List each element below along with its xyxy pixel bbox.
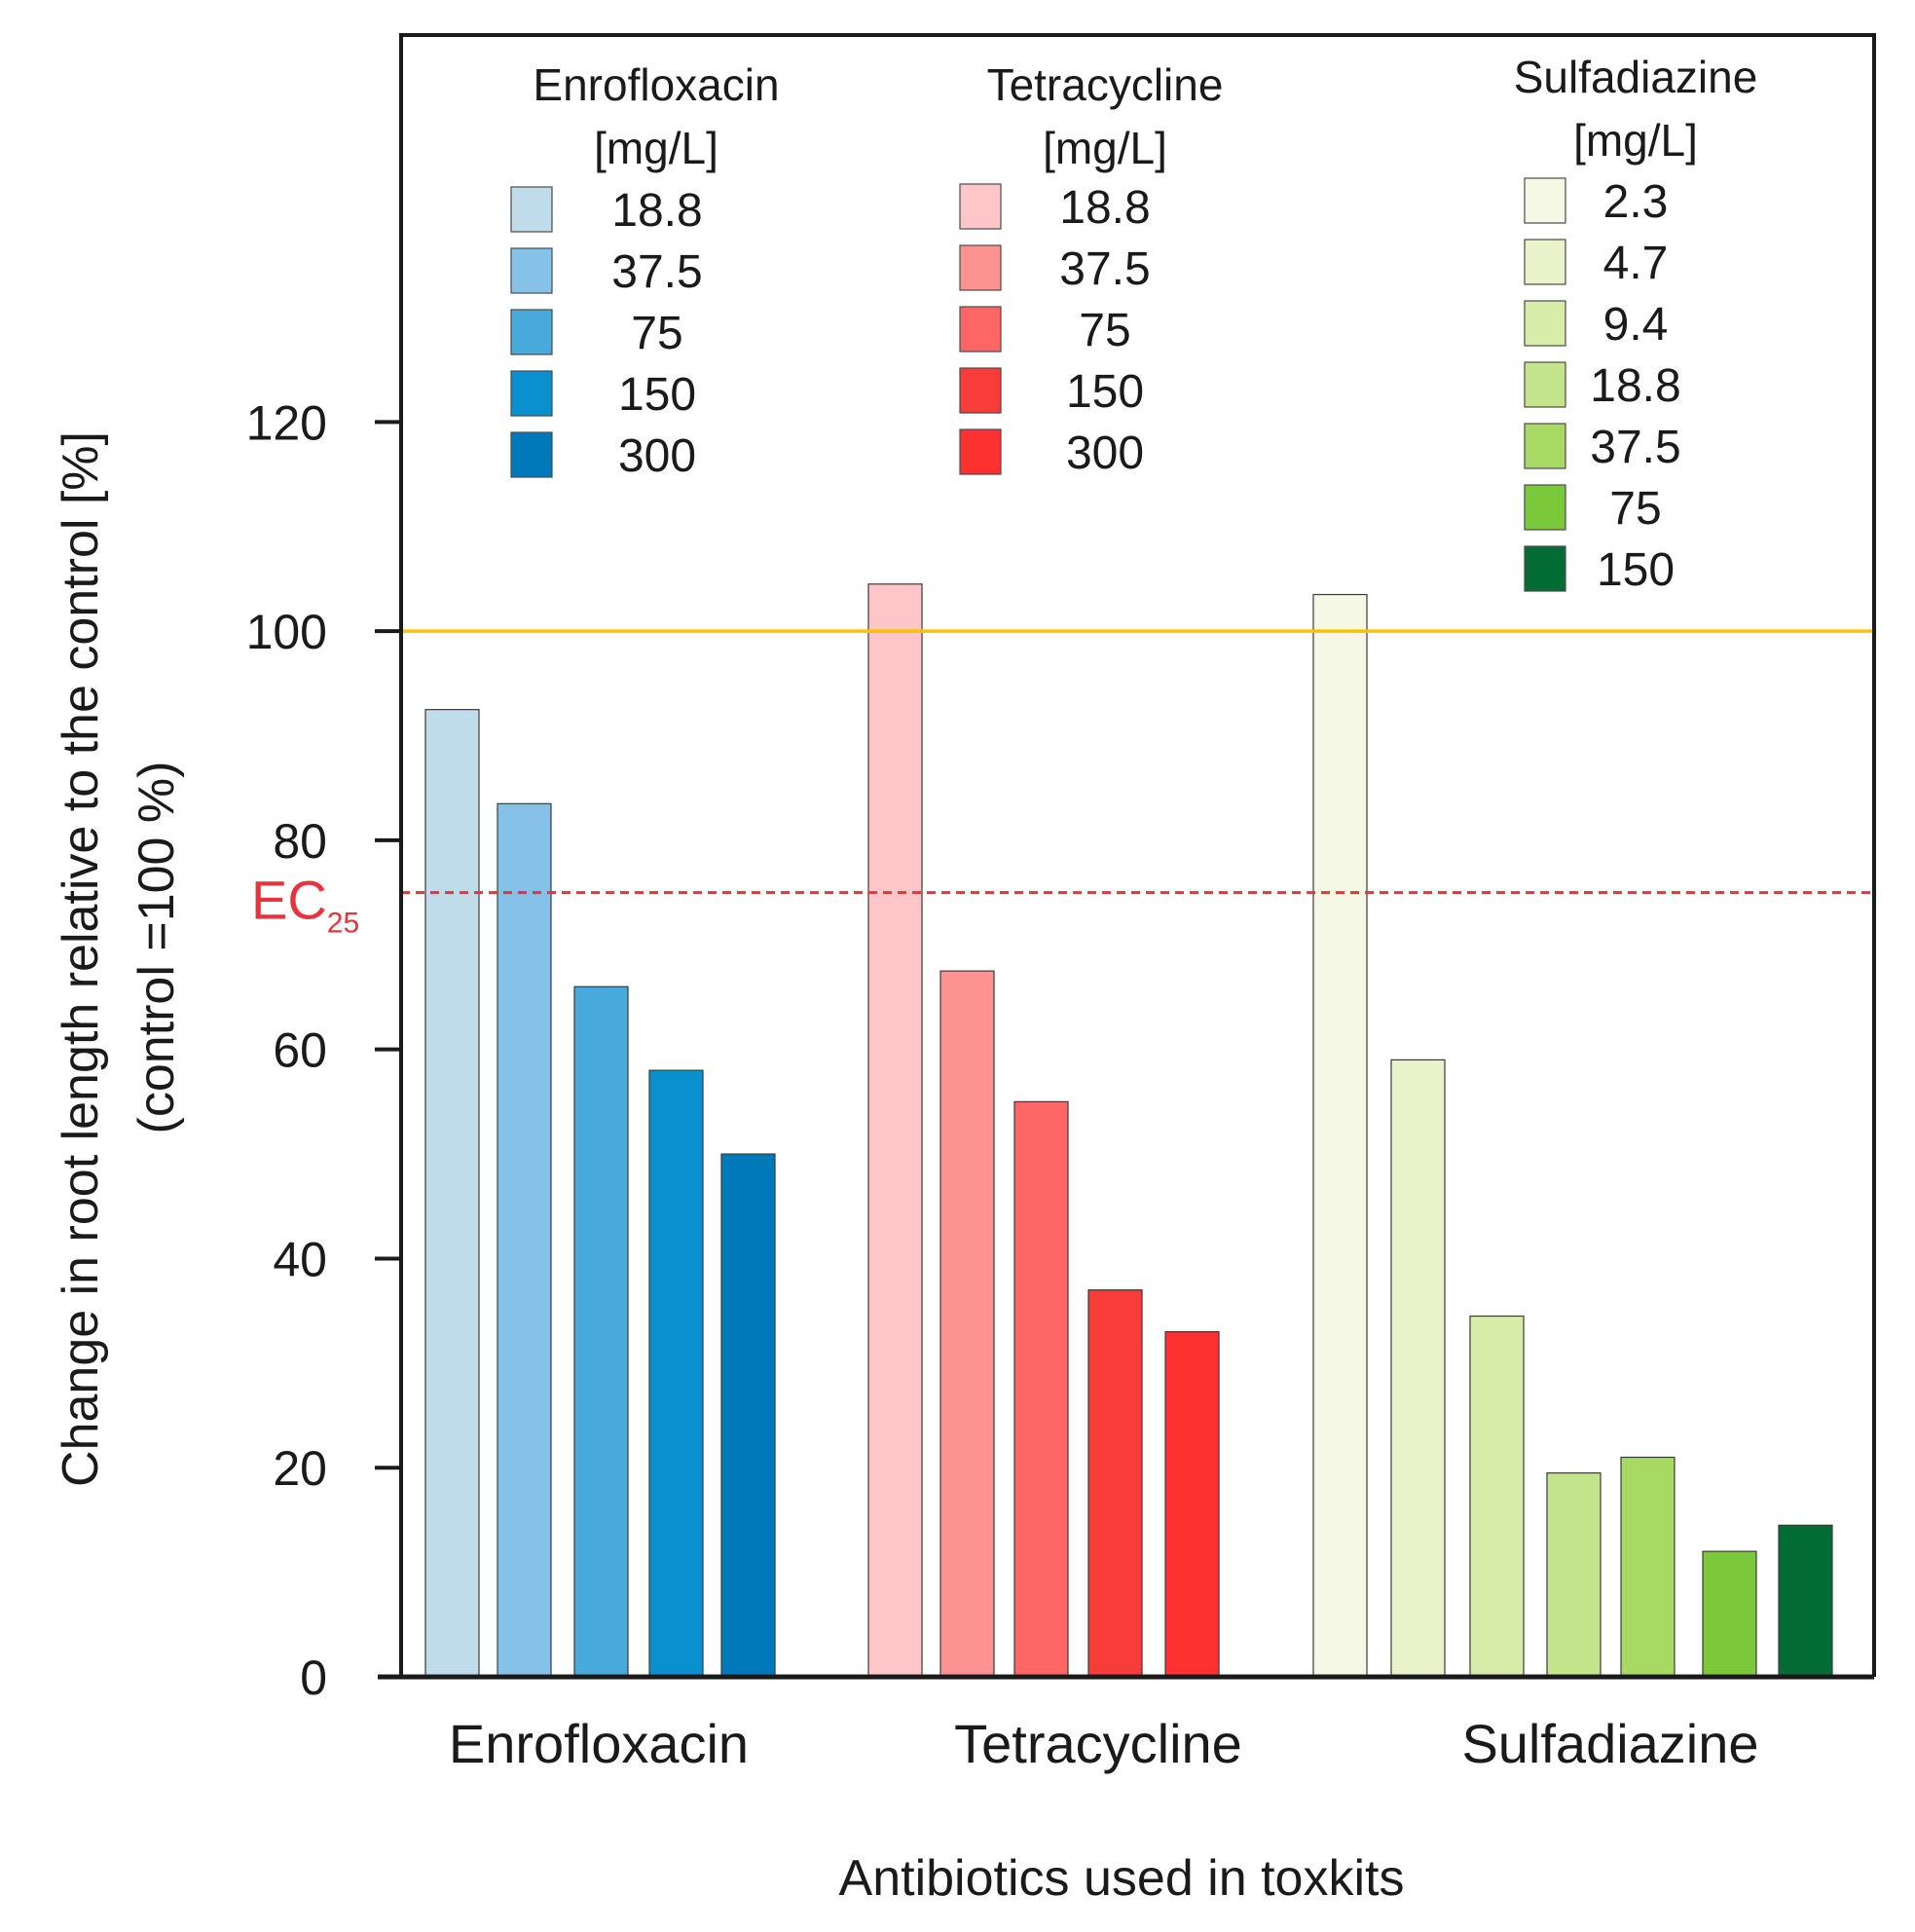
bar-enrofloxacin-75 xyxy=(573,985,629,1678)
bar-enrofloxacin-300 xyxy=(720,1153,776,1678)
ec25-label: EC25 xyxy=(251,870,359,940)
bar-sulfadiazine-150 xyxy=(1778,1524,1833,1678)
bar-sulfadiazine-9.4 xyxy=(1469,1315,1525,1678)
legend-swatch xyxy=(959,306,1002,353)
legend-value: 75 xyxy=(1079,305,1130,356)
legend-value: 9.4 xyxy=(1603,299,1669,351)
legend-swatch xyxy=(510,309,553,355)
legend-value: 75 xyxy=(631,308,682,359)
axis-text: EC25 Change in root length relative to t… xyxy=(53,431,1404,1907)
legend-swatch xyxy=(1524,300,1566,347)
bar-sulfadiazine-75 xyxy=(1702,1550,1757,1678)
legend-value: 150 xyxy=(618,369,696,421)
bar-sulfadiazine-18.8 xyxy=(1546,1471,1602,1678)
bar-sulfadiazine-4.7 xyxy=(1390,1059,1446,1678)
reference-lines xyxy=(401,629,1874,895)
category-label: Tetracycline xyxy=(954,1713,1242,1774)
bars xyxy=(424,583,1833,1678)
bar-sulfadiazine-37.5 xyxy=(1620,1456,1676,1678)
y-tick-label: 20 xyxy=(273,1441,327,1496)
legend-swatch xyxy=(510,370,553,417)
legend-value: 4.7 xyxy=(1603,238,1669,289)
legend-value: 18.8 xyxy=(1590,360,1680,412)
legend: Enrofloxacin [mg/L] 18.8 37.5 75 150 300 Tetrac… xyxy=(510,52,1758,596)
category-label: Sulfadiazine xyxy=(1461,1713,1758,1774)
legend-unit: [mg/L] xyxy=(1043,123,1167,173)
legend-title: Sulfadiazine xyxy=(1514,52,1758,102)
legend-value: 150 xyxy=(1066,366,1144,418)
legend-title: Tetracycline xyxy=(987,59,1224,110)
legend-swatch xyxy=(1524,177,1566,224)
y-axis-subtitle: (control =100 %) xyxy=(129,762,185,1134)
bar-tetracycline-37.5 xyxy=(939,970,995,1678)
bar-enrofloxacin-37.5 xyxy=(497,802,552,1678)
y-tick-label: 0 xyxy=(300,1651,327,1705)
legend-value: 18.8 xyxy=(611,185,702,237)
legend-swatch xyxy=(959,244,1002,291)
bar-enrofloxacin-18.8 xyxy=(424,709,480,1678)
legend-value: 150 xyxy=(1597,544,1675,596)
legend-swatch xyxy=(510,186,553,233)
x-axis-title: Antibiotics used in toxkits xyxy=(839,1850,1405,1907)
y-tick-label: 120 xyxy=(246,395,327,450)
legend-value: 37.5 xyxy=(611,246,702,298)
legend-value: 37.5 xyxy=(1590,422,1680,473)
legend-value: 300 xyxy=(618,430,696,482)
legend-swatch xyxy=(1524,239,1566,285)
bar-tetracycline-75 xyxy=(1013,1100,1069,1678)
y-tick-label: 100 xyxy=(246,605,327,659)
legend-value: 18.8 xyxy=(1059,182,1150,234)
bar-sulfadiazine-2.3 xyxy=(1312,593,1368,1678)
legend-value: 75 xyxy=(1609,483,1661,535)
legend-swatch xyxy=(959,367,1002,414)
axes: Enrofloxacin Tetracycline Sulfadiazine 0 20 4… xyxy=(246,33,1876,1774)
legend-unit: [mg/L] xyxy=(594,123,718,173)
legend-value: 37.5 xyxy=(1059,243,1150,295)
legend-swatch xyxy=(510,247,553,294)
y-tick-label: 60 xyxy=(273,1023,327,1078)
legend-value: 2.3 xyxy=(1603,176,1669,228)
bar-tetracycline-300 xyxy=(1164,1331,1220,1678)
bar-enrofloxacin-150 xyxy=(648,1069,704,1678)
category-label: Enrofloxacin xyxy=(449,1713,749,1774)
legend-swatch xyxy=(959,428,1002,475)
legend-value: 300 xyxy=(1066,427,1144,479)
bar-tetracycline-18.8 xyxy=(867,583,923,1678)
bar-tetracycline-150 xyxy=(1087,1289,1143,1678)
y-axis-title: Change in root length relative to the co… xyxy=(53,431,109,1487)
legend-title: Enrofloxacin xyxy=(533,59,779,110)
legend-swatch xyxy=(510,431,553,478)
legend-unit: [mg/L] xyxy=(1573,115,1698,166)
y-tick-label: 80 xyxy=(273,814,327,869)
y-tick-label: 40 xyxy=(273,1232,327,1286)
legend-swatch xyxy=(1524,545,1566,592)
legend-swatch xyxy=(1524,484,1566,531)
legend-swatch xyxy=(1524,361,1566,408)
plot-frame xyxy=(399,33,1876,1677)
legend-swatch xyxy=(1524,423,1566,469)
legend-swatch xyxy=(959,183,1002,230)
